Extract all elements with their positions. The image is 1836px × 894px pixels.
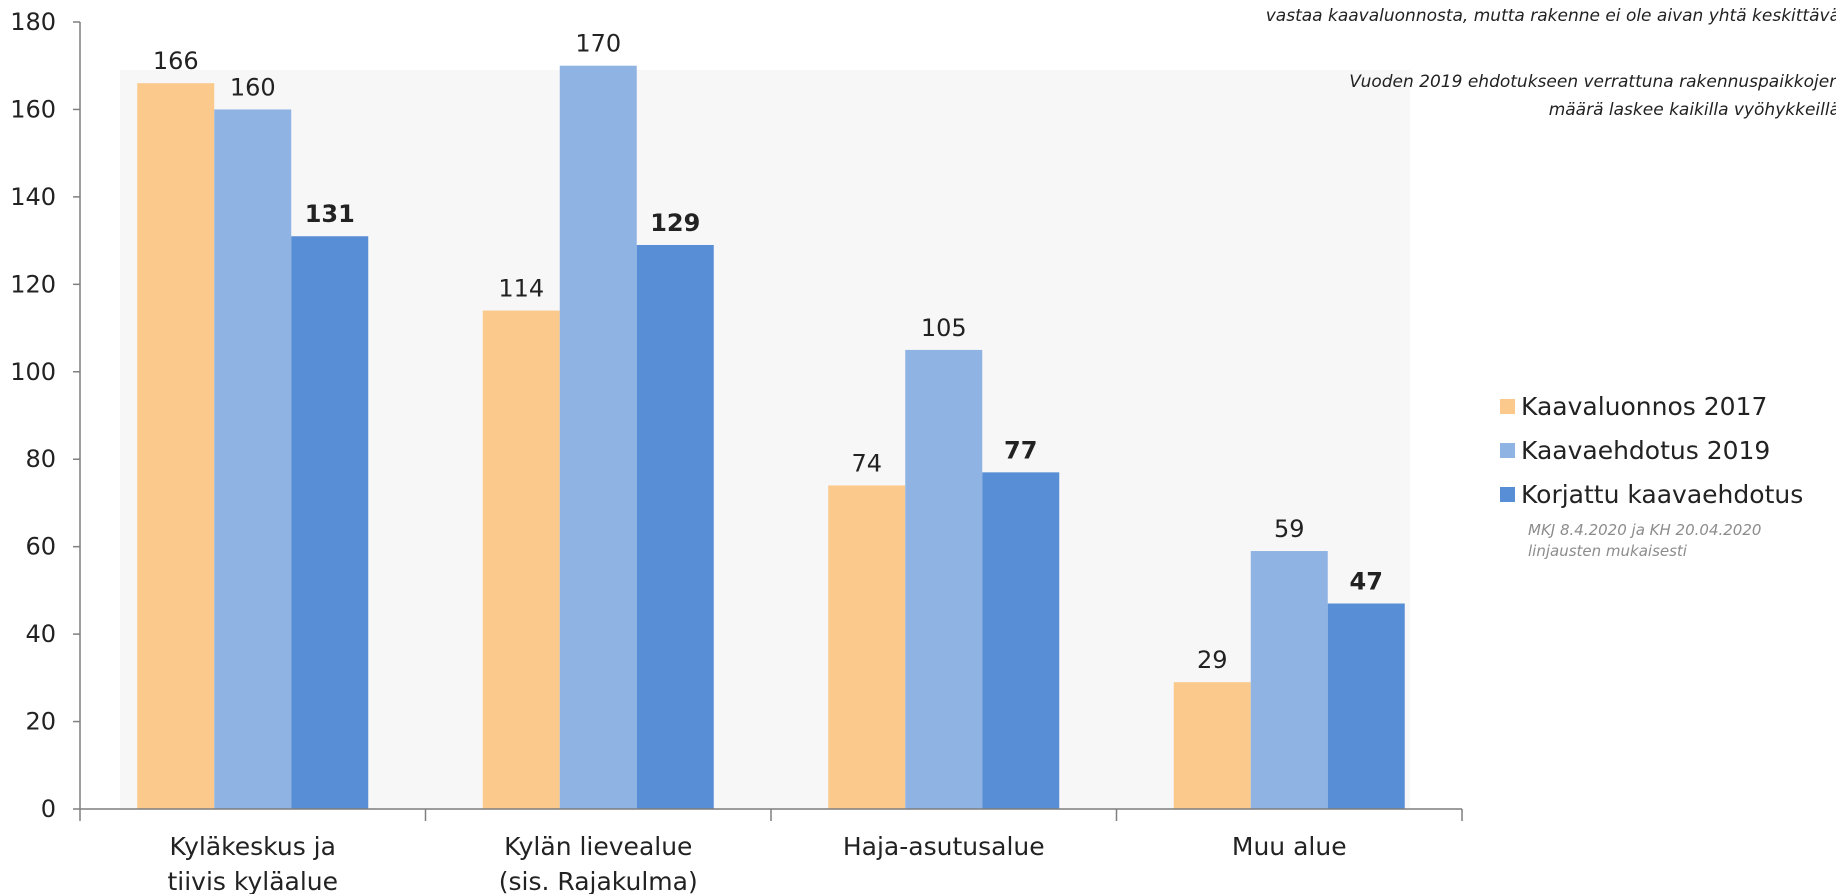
annotation-line-1: vastaa kaavaluonnosta, mutta rakenne ei … [1265, 6, 1836, 26]
bar-1-2 [214, 109, 292, 809]
bar-1-1 [137, 83, 215, 809]
data-label-4-1: 29 [1197, 646, 1228, 674]
legend-swatch-2 [1500, 442, 1515, 458]
legend-item-3: Korjattu kaavaehdotus [1500, 472, 1803, 516]
y-tick-label-10: 180 [10, 8, 56, 36]
legend-item-2: Kaavaehdotus 2019 [1500, 428, 1803, 472]
y-tick-label-4: 60 [25, 533, 56, 561]
data-label-2-1: 114 [498, 275, 544, 303]
y-tick-label-3: 40 [25, 620, 56, 648]
data-label-3-2: 105 [921, 314, 967, 342]
bar-4-3 [1327, 603, 1405, 809]
legend-swatch-1 [1500, 398, 1515, 414]
annotation-line-3: määrä laskee kaikilla vyöhykkeillä [1548, 100, 1836, 120]
y-tick-label-1: 0 [41, 795, 56, 823]
legend-label-1: Kaavaluonnos 2017 [1521, 391, 1768, 421]
annotation-line-2: Vuoden 2019 ehdotukseen verrattuna raken… [1349, 72, 1836, 92]
x-tick-label-4-line-1: Muu alue [1232, 832, 1347, 861]
y-tick-label-6: 100 [10, 358, 56, 386]
legend: Kaavaluonnos 2017 Kaavaehdotus 2019 Korj… [1500, 384, 1803, 562]
data-label-1-1: 166 [153, 47, 199, 75]
bar-3-1 [828, 485, 906, 809]
y-tick-label-8: 140 [10, 183, 56, 211]
data-label-4-3: 47 [1350, 568, 1383, 596]
x-tick-label-3-line-1: Haja-asutusalue [843, 832, 1045, 861]
bar-4-2 [1250, 551, 1328, 809]
axes-layer: 0 20 40 60 80 100 120 140 160 180 Kyläkeskus ja tii… [10, 8, 1463, 894]
annotation-top: vastaa kaavaluonnosta, mutta rakenne ei … [1120, 6, 1836, 26]
data-label-4-2: 59 [1274, 515, 1305, 543]
legend-note: MKJ 8.4.2020 ja KH 20.04.2020 linjausten… [1528, 520, 1803, 562]
x-tick-label-2-line-2: (sis. Rajakulma) [499, 867, 698, 894]
data-labels-layer: 166 160 131 114 170 129 74 105 77 29 59 47 [153, 30, 1383, 674]
legend-note-line-1: MKJ 8.4.2020 ja KH 20.04.2020 [1528, 521, 1762, 539]
data-label-3-3: 77 [1004, 436, 1037, 464]
x-tick-label-1-line-1: Kyläkeskus ja [170, 832, 336, 861]
data-label-2-2: 170 [575, 30, 621, 58]
bar-4-1 [1173, 682, 1251, 809]
bar-2-1 [482, 310, 560, 809]
annotation-middle: Vuoden 2019 ehdotukseen verrattuna raken… [1100, 68, 1836, 124]
bar-2-3 [636, 244, 714, 809]
data-label-1-3: 131 [305, 200, 355, 228]
x-tick-label-2-line-1: Kylän lievealue [504, 832, 692, 861]
legend-label-3: Korjattu kaavaehdotus [1521, 479, 1804, 509]
legend-swatch-3 [1500, 486, 1515, 502]
y-tick-label-9: 160 [10, 95, 56, 123]
bars-layer [137, 65, 1405, 809]
y-tick-label-5: 80 [25, 445, 56, 473]
legend-item-1: Kaavaluonnos 2017 [1500, 384, 1803, 428]
data-label-3-1: 74 [851, 449, 882, 477]
x-tick-label-1-line-2: tiivis kyläalue [167, 867, 338, 894]
legend-note-line-2: linjausten mukaisesti [1528, 542, 1687, 560]
bar-3-2 [905, 349, 983, 809]
y-tick-label-2: 20 [25, 708, 56, 736]
bar-2-2 [559, 65, 637, 809]
data-label-1-2: 160 [230, 73, 276, 101]
bar-3-3 [982, 472, 1060, 809]
y-tick-label-7: 120 [10, 270, 56, 298]
bar-1-3 [291, 236, 369, 809]
data-label-2-3: 129 [650, 209, 700, 237]
legend-label-2: Kaavaehdotus 2019 [1521, 435, 1771, 465]
